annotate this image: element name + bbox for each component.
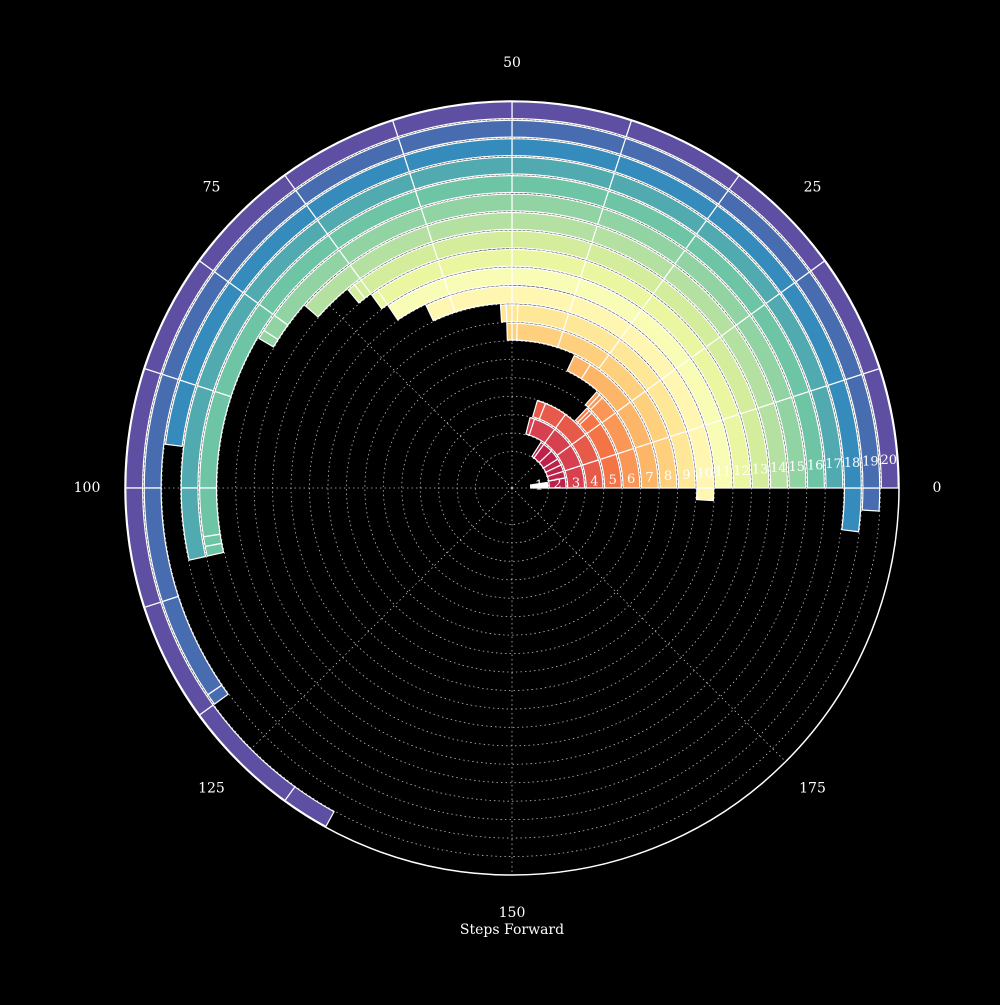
grid-ring [161,137,863,839]
ring-10-segment [425,295,456,322]
x-axis-title: Steps Forward [460,922,564,938]
ring-labels-layer: 1 2 3 4 5 6 7 8 9 10 11 12 13 14 15 16 17 18 19 20 [535,453,897,493]
grid-ring [364,340,660,636]
angle-tick-label: 75 [203,179,221,195]
ring-label: 18 [844,456,861,471]
ring-label: 1 [535,479,543,494]
grid-ring [345,321,679,655]
ring-label: 7 [645,471,653,486]
ring-18-segment [164,379,197,448]
grid-ring [327,303,697,673]
ring-8-segment [506,322,513,341]
ring-label: 8 [664,469,672,484]
ring-label: 4 [590,475,598,490]
grid-spoke [238,214,513,489]
ring-label: 12 [733,464,750,479]
ring-3-segment [525,416,536,436]
grid-ring [179,155,845,821]
angle-tick-label: 125 [198,781,225,797]
ring-2-segment [531,441,545,459]
ring-15-segment [258,329,279,348]
ring-9-segment [511,304,519,323]
polar-frame [124,100,900,876]
angle-tick-label: 175 [799,781,826,797]
ring-17-segment [180,487,207,561]
ring-label: 6 [627,472,635,487]
bars-layer [125,101,899,828]
ring-8-segment [511,322,518,341]
ring-label: 10 [696,467,713,482]
angle-tick-label: 150 [499,905,526,921]
grid-ring [419,395,605,581]
angle-tick-label: 0 [933,480,942,496]
angle-tick-label: 25 [804,179,822,195]
grid-ring [143,119,881,857]
ring-label: 13 [752,463,769,478]
ring-label: 2 [553,477,561,492]
ring-16-segment [198,487,221,538]
ring-label: 5 [609,473,617,488]
ring-19-segment [861,487,881,512]
grid-ring [235,211,789,765]
ring-10-segment [695,487,715,502]
ring-label: 17 [825,457,842,472]
grid-ring [216,192,808,784]
grid-ring [382,358,642,618]
ring-5-segment [574,407,591,424]
grid-spoke [511,487,786,762]
grid-ring [401,377,623,599]
ring-label: 16 [807,459,824,474]
grid-ring [198,174,826,802]
ring-9-segment [499,304,508,323]
ring-label: 9 [682,468,690,483]
grid-spoke [238,487,513,762]
ring-4-segment [531,399,547,420]
ring-18-segment [841,487,862,533]
ring-14-segment [304,264,361,318]
ring-12-segment [370,289,389,310]
ring-19-segment [207,684,229,705]
ring-label: 11 [715,465,732,480]
ring-label: 14 [770,461,787,476]
ring-7-segment [566,354,592,380]
angle-tick-label: 100 [74,480,101,496]
ring-11-segment [387,277,450,321]
angle-tick-label: 50 [503,55,521,71]
ring-label: 15 [789,460,806,475]
ring-16-segment [204,542,225,557]
ring-label: 20 [881,453,898,468]
ring-6-segment [584,391,601,408]
ring-1-segment [529,481,549,487]
ring-20-segment [284,785,335,828]
ring-label: 19 [862,455,879,470]
ring-label: 3 [572,476,580,491]
ring-13-segment [347,284,366,304]
